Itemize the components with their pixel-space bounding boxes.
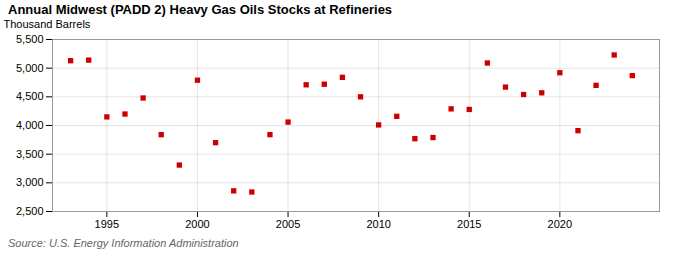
svg-text:2000: 2000 [185, 218, 209, 230]
svg-text:3,000: 3,000 [16, 176, 44, 188]
svg-text:1995: 1995 [95, 218, 119, 230]
svg-text:4,000: 4,000 [16, 119, 44, 131]
svg-text:5,500: 5,500 [16, 33, 44, 45]
svg-text:Thousand Barrels: Thousand Barrels [4, 18, 91, 30]
svg-text:4,500: 4,500 [16, 90, 44, 102]
html-text:Annual Midwest (PADD 2) Heavy: Annual Midwest (PADD 2) Heavy Gas Oils S… [8, 2, 393, 17]
svg-text:2010: 2010 [366, 218, 390, 230]
svg-text:3,500: 3,500 [16, 148, 44, 160]
html-text:Source: U.S. Energy Informatio: Source: U.S. Energy Information Administ… [8, 237, 239, 249]
svg-text:2,500: 2,500 [16, 205, 44, 217]
svg-text:5,000: 5,000 [16, 62, 44, 74]
svg-text:2015: 2015 [457, 218, 481, 230]
svg-text:2005: 2005 [276, 218, 300, 230]
svg-text:2020: 2020 [548, 218, 572, 230]
